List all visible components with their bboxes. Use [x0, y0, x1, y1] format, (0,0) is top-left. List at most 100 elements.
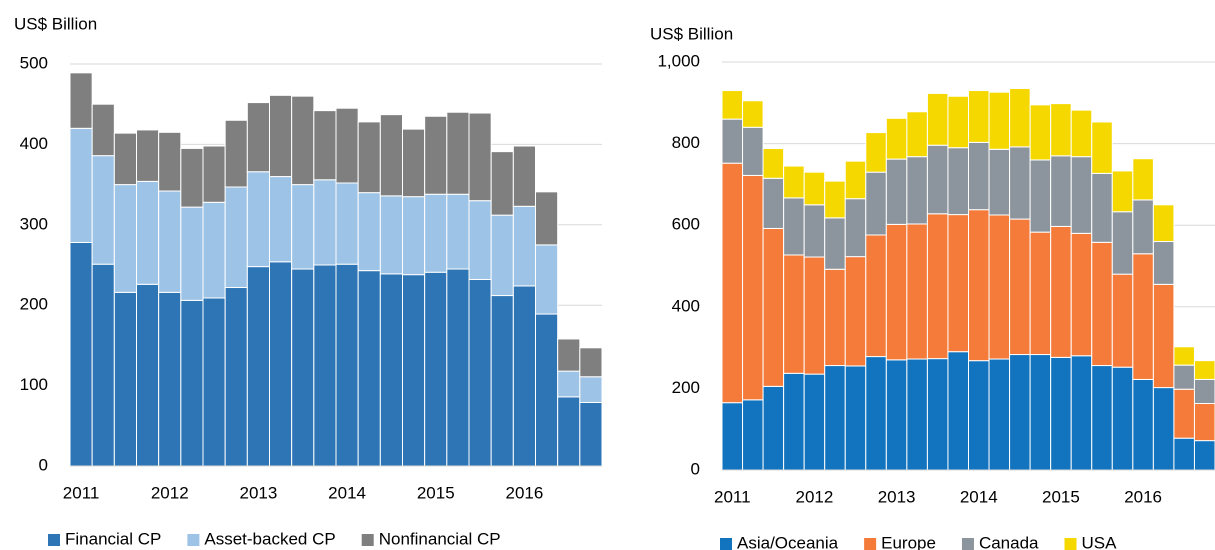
- bar-segment: [762, 227, 785, 387]
- bar-segment: [824, 268, 846, 367]
- bar-segment: [721, 402, 744, 471]
- bar-segment: [844, 256, 867, 367]
- bar-segment: [224, 287, 248, 467]
- bar-segment: [906, 358, 928, 471]
- bar-segment: [742, 174, 764, 401]
- legend-swatch: [48, 534, 60, 546]
- bar-segment: [926, 144, 949, 215]
- bar-segment: [824, 180, 846, 219]
- bar-segment: [490, 295, 514, 467]
- bar-segment: [885, 158, 908, 225]
- bar-segment: [224, 186, 248, 289]
- bar-segment: [1029, 159, 1052, 233]
- bar-segment: [1152, 283, 1175, 389]
- bar-segment: [968, 360, 990, 471]
- chart: US$ Billion 0 100 200 300 400 500 2011 2012 2013 2…: [14, 14, 603, 548]
- bar-segment: [1193, 360, 1215, 380]
- x-tick-label: 2016: [506, 483, 544, 502]
- bar-segment: [865, 132, 887, 173]
- bar-segment: [742, 126, 764, 176]
- bar-segment: [512, 205, 536, 287]
- bar-segment: [1050, 103, 1072, 157]
- bar-segment: [947, 214, 969, 353]
- bar-segment: [1070, 232, 1093, 357]
- bar-segment: [762, 177, 785, 229]
- bar-segment: [1029, 104, 1052, 161]
- y-tick-label: 100: [20, 375, 48, 394]
- bar-segment: [291, 268, 315, 467]
- legend-swatch: [961, 538, 974, 550]
- x-tick-label: 2013: [878, 487, 916, 506]
- bar-segment: [91, 103, 115, 157]
- bar-segment: [1009, 218, 1031, 356]
- bar-segment: [803, 373, 826, 471]
- bar-segment: [1050, 225, 1072, 358]
- bar-segment: [224, 119, 248, 188]
- bar-segment: [1111, 366, 1134, 471]
- bar-segment: [844, 160, 867, 200]
- bar-segment: [535, 313, 559, 467]
- legend-label: Asset-backed CP: [204, 529, 335, 548]
- bar-segment: [180, 206, 204, 301]
- bar-segment: [113, 291, 138, 467]
- bar-segment: [136, 180, 160, 285]
- bar-segment: [803, 256, 826, 375]
- bar-segment: [1070, 156, 1093, 234]
- x-tick-label: 2012: [796, 487, 834, 506]
- bar-segment: [246, 266, 270, 467]
- bar-segment: [926, 92, 949, 146]
- bar-segment: [1173, 388, 1195, 439]
- bar-segment: [335, 263, 359, 467]
- bar-segment: [865, 356, 887, 471]
- y-tick-label: 0: [691, 459, 700, 478]
- bar-segment: [246, 171, 270, 268]
- bar-segment: [947, 147, 969, 216]
- bar-segment: [926, 358, 949, 471]
- bar-segment: [335, 107, 359, 184]
- bar-segment: [865, 171, 887, 236]
- bar-segment: [136, 129, 160, 182]
- bar-segment: [379, 273, 404, 467]
- x-tick-label: 2016: [1124, 487, 1162, 506]
- bar-segment: [1132, 158, 1154, 201]
- bar-segment: [535, 244, 559, 315]
- legend-label: Asia/Oceania: [737, 533, 839, 550]
- bar-segment: [885, 223, 908, 361]
- bar-segment: [1091, 121, 1113, 174]
- bar-segment: [721, 162, 744, 404]
- bar-segment: [424, 115, 448, 195]
- y-tick-label: 300: [20, 214, 48, 233]
- bar-segment: [291, 95, 315, 186]
- bar-segment: [968, 141, 990, 211]
- bar-segment: [202, 201, 226, 299]
- legend-swatch: [361, 534, 374, 546]
- bar-segment: [803, 204, 826, 258]
- bar-segment: [313, 264, 337, 467]
- y-axis-label: US$ Billion: [650, 24, 733, 43]
- y-tick-label: 200: [672, 378, 700, 397]
- bar-segment: [579, 347, 603, 378]
- bar-segment: [1111, 170, 1134, 213]
- bar-segment: [402, 196, 426, 276]
- bar-segment: [269, 261, 293, 467]
- bar-segment: [1193, 402, 1215, 442]
- bar-segment: [512, 145, 536, 207]
- legend-swatch: [720, 538, 732, 550]
- bar-segment: [1050, 356, 1072, 471]
- bar-segment: [988, 148, 1011, 216]
- bar-segment: [379, 195, 404, 275]
- bar-segment: [579, 376, 603, 403]
- bar-segment: [202, 297, 226, 467]
- y-tick-label: 0: [39, 455, 48, 474]
- bar-segment: [202, 145, 226, 203]
- bar-segment: [968, 209, 990, 362]
- bar-segment: [1152, 241, 1175, 285]
- bar-segment: [1091, 172, 1113, 243]
- legend-swatch: [864, 538, 877, 550]
- bar-segment: [379, 114, 404, 197]
- x-tick-label: 2014: [960, 487, 998, 506]
- bar-segment: [424, 271, 448, 467]
- bar-segment: [402, 274, 426, 467]
- legend-label: Europe: [881, 533, 936, 550]
- bar-segment: [1193, 440, 1215, 471]
